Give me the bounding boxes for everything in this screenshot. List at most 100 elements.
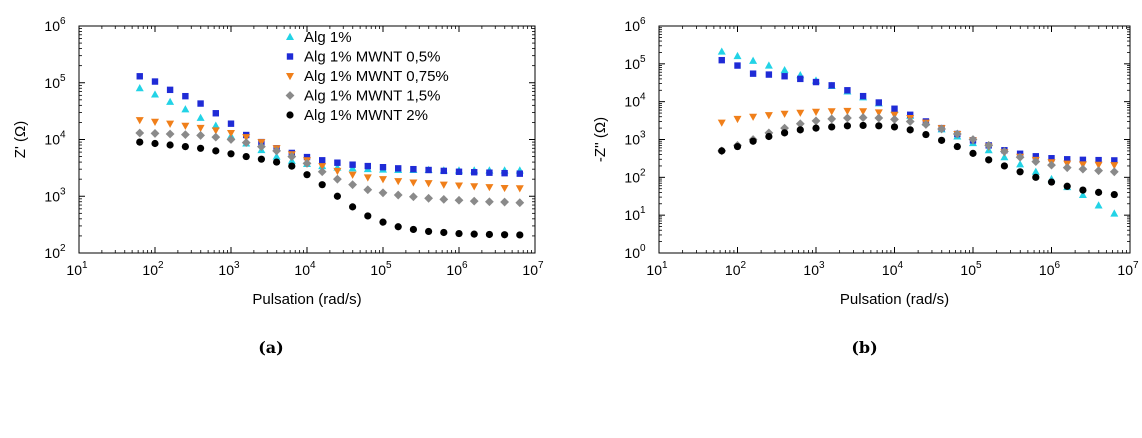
- data-point: [796, 109, 805, 117]
- data-point: [749, 113, 758, 121]
- data-point: [333, 167, 342, 176]
- data-point: [500, 197, 509, 207]
- data-point: [905, 117, 915, 126]
- data-point: [379, 176, 387, 184]
- data-point: [1094, 161, 1103, 169]
- data-point: [875, 122, 883, 130]
- panel-caption: (b): [851, 338, 877, 357]
- data-point: [166, 97, 175, 105]
- data-point: [363, 174, 372, 182]
- data-point: [515, 185, 524, 193]
- data-point: [196, 131, 205, 140]
- y-tick-label: 106: [624, 16, 646, 34]
- data-point: [241, 138, 251, 148]
- x-tick-label: 104: [882, 260, 904, 278]
- data-point: [1048, 155, 1055, 162]
- legend-label: Alg 1% MWNT 0,5%: [304, 49, 440, 66]
- data-point: [226, 135, 236, 144]
- x-tick-label: 106: [1039, 260, 1061, 278]
- data-point: [906, 126, 914, 134]
- y-tick-label: 103: [624, 130, 646, 148]
- y-tick-label: 103: [44, 186, 66, 204]
- data-point: [968, 135, 978, 144]
- y-tick-label: 106: [44, 16, 66, 34]
- data-point: [364, 162, 372, 170]
- data-point: [470, 230, 478, 238]
- data-point: [211, 127, 220, 135]
- data-point: [424, 227, 433, 236]
- data-point: [151, 139, 159, 148]
- data-point: [891, 105, 898, 112]
- data-point: [828, 82, 835, 89]
- data-point: [181, 105, 190, 113]
- data-point: [333, 174, 342, 184]
- data-point: [135, 84, 144, 92]
- data-point: [395, 165, 402, 172]
- data-point: [1031, 157, 1041, 167]
- data-point: [165, 129, 175, 139]
- data-point: [1015, 152, 1025, 162]
- data-point: [734, 62, 741, 69]
- data-point: [410, 165, 417, 173]
- data-point: [890, 123, 899, 131]
- y-tick-label: 105: [44, 73, 66, 91]
- data-point: [718, 56, 725, 64]
- data-point: [780, 110, 789, 118]
- y-tick-label: 105: [624, 54, 646, 72]
- data-point: [859, 121, 867, 130]
- data-point: [242, 152, 250, 161]
- data-point: [1062, 163, 1072, 173]
- data-point: [749, 137, 757, 145]
- series-1: [717, 47, 1119, 217]
- data-point: [985, 156, 993, 164]
- data-point: [455, 168, 463, 175]
- legend: Alg 1% Alg 1% MWNT 0,5% Alg 1% MWNT 0,75% A…: [285, 29, 449, 124]
- x-tick-label: 102: [725, 260, 747, 278]
- data-point: [348, 180, 357, 190]
- x-tick-label: 103: [218, 260, 240, 278]
- legend-marker: [286, 32, 294, 40]
- legend-marker: [286, 53, 294, 60]
- panel-a-chart: 101 102 103 104 105 106 107102103104105106Puls…: [12, 16, 544, 357]
- data-point: [334, 159, 341, 166]
- x-tick-label: 101: [66, 260, 88, 278]
- data-point: [393, 190, 403, 200]
- data-point: [211, 132, 221, 142]
- data-point: [1047, 160, 1056, 170]
- y-tick-label: 104: [624, 92, 646, 110]
- data-point: [797, 75, 804, 83]
- data-point: [812, 78, 820, 86]
- data-point: [1079, 156, 1087, 164]
- data-point: [317, 167, 327, 177]
- data-point: [733, 51, 742, 60]
- data-point: [1110, 209, 1119, 217]
- data-point: [454, 195, 464, 205]
- data-point: [424, 193, 433, 203]
- data-point: [196, 113, 205, 121]
- data-point: [227, 150, 235, 158]
- data-point: [318, 181, 326, 189]
- data-point: [1094, 188, 1103, 196]
- data-point: [486, 169, 493, 176]
- data-point: [764, 61, 773, 69]
- data-point: [485, 184, 494, 192]
- data-point: [151, 78, 159, 85]
- data-point: [922, 130, 930, 139]
- data-point: [843, 122, 852, 130]
- data-point: [843, 113, 852, 123]
- data-point: [1063, 182, 1071, 190]
- data-point: [875, 99, 883, 106]
- y-tick-label: 100: [624, 243, 646, 261]
- data-point: [827, 114, 837, 124]
- x-tick-label: 106: [446, 260, 468, 278]
- data-point: [135, 117, 144, 125]
- data-point: [257, 142, 266, 151]
- data-point: [151, 118, 159, 127]
- y-tick-label: 102: [44, 243, 66, 261]
- x-tick-label: 107: [522, 260, 544, 278]
- data-point: [166, 141, 174, 149]
- data-point: [272, 158, 281, 166]
- data-point: [765, 71, 773, 78]
- data-point: [796, 126, 804, 134]
- data-point: [937, 136, 946, 144]
